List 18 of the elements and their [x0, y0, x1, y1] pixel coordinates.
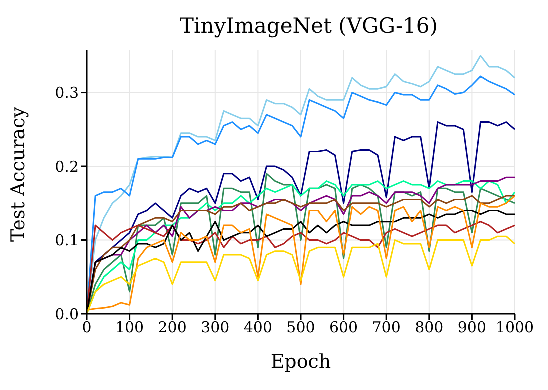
y-axis-title: Test Accuracy [8, 106, 30, 242]
y-tick-label: 0.2 [55, 158, 79, 176]
chart-title: TinyImageNet (VGG-16) [179, 13, 439, 40]
x-tick-label: 500 [286, 318, 316, 337]
x-tick-label: 100 [115, 318, 144, 337]
y-tick-label: 0.0 [55, 305, 79, 324]
x-tick-label: 300 [201, 318, 230, 337]
y-tick-label: 0.3 [55, 84, 79, 102]
x-tick-label: 200 [158, 318, 187, 337]
x-tick-label: 0 [82, 318, 92, 337]
x-tick-label: 1000 [496, 318, 534, 337]
y-tick-label: 0.1 [55, 232, 79, 250]
x-tick-label: 800 [415, 318, 444, 337]
x-tick-label: 700 [372, 318, 401, 337]
x-tick-label: 900 [458, 318, 487, 337]
x-axis-title: Epoch [270, 351, 332, 373]
x-tick-label: 400 [244, 318, 273, 337]
x-tick-label: 600 [329, 318, 358, 337]
